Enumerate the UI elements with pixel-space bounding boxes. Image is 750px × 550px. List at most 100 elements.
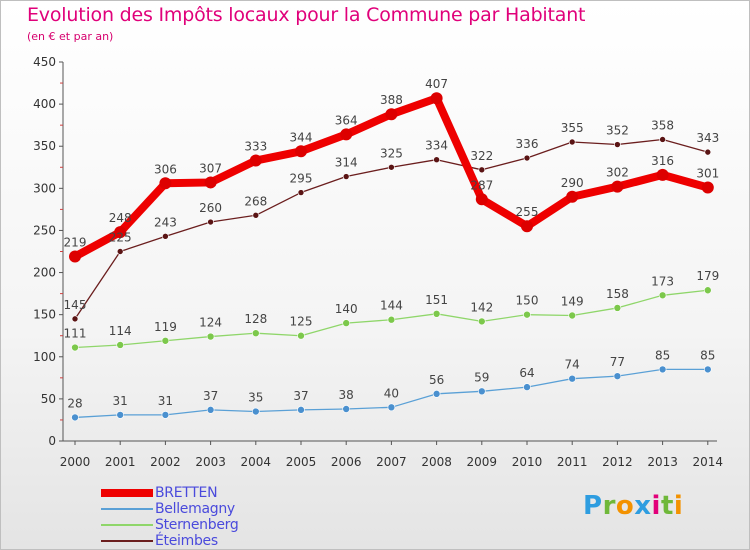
data-label-bretten: 219 [64,236,87,250]
y-tick-label: 50 [41,392,56,406]
data-label-bretten: 307 [199,161,222,175]
data-label-bellemagny: 31 [158,394,173,408]
data-label-bellemagny: 37 [293,389,308,403]
data-point-eteimbes [71,315,79,323]
data-label-bellemagny: 59 [474,370,489,384]
data-point-bretten [656,168,669,181]
data-label-eteimbes: 295 [290,172,313,186]
data-label-bretten: 333 [244,140,267,154]
legend-label-sternenberg: Sternenberg [155,517,239,533]
data-label-eteimbes: 322 [470,149,493,163]
data-point-bretten [249,154,262,167]
data-point-eteimbes [614,141,621,148]
data-point-bretten [475,193,488,206]
y-tick-label: 300 [33,181,56,195]
x-tick-label: 2003 [195,455,226,469]
data-point-bretten [430,92,443,105]
data-label-eteimbes: 145 [64,298,87,312]
data-point-bellemagny [71,413,79,422]
y-tick-label: 150 [33,308,56,322]
data-label-bellemagny: 56 [429,373,444,387]
data-point-sternenberg [71,343,79,352]
data-point-eteimbes [162,233,169,240]
x-tick-label: 2013 [647,455,678,469]
data-label-sternenberg: 149 [561,295,584,309]
data-point-sternenberg [658,291,667,300]
data-point-eteimbes [297,189,305,196]
logo-letter: P [583,491,603,521]
data-label-bretten: 301 [696,166,719,180]
data-label-bellemagny: 38 [339,388,354,402]
data-point-bretten [204,176,217,189]
data-label-sternenberg: 158 [606,287,629,301]
legend-swatch-sternenberg [101,524,153,526]
data-point-sternenberg [161,336,170,345]
data-point-sternenberg [432,310,441,318]
data-point-eteimbes [659,136,666,143]
x-tick-label: 2011 [557,455,588,469]
data-label-bretten: 364 [335,113,358,127]
data-label-eteimbes: 268 [244,194,267,208]
data-label-bellemagny: 28 [67,396,82,410]
legend-label-bretten: BRETTEN [155,485,218,501]
data-label-sternenberg: 124 [199,316,222,330]
data-label-eteimbes: 225 [109,231,132,245]
data-label-sternenberg: 119 [154,320,177,334]
data-label-bretten: 344 [290,130,313,144]
data-label-eteimbes: 343 [696,131,719,145]
x-tick-label: 2002 [150,455,181,469]
x-tick-label: 2004 [241,455,272,469]
y-tick-label: 100 [33,350,56,364]
data-point-bellemagny [387,403,396,412]
data-point-eteimbes [116,248,124,255]
data-label-eteimbes: 243 [154,215,177,229]
data-point-eteimbes [207,218,214,226]
x-tick-label: 2014 [693,455,724,469]
data-label-sternenberg: 114 [109,324,132,338]
data-point-bellemagny [252,407,260,416]
x-tick-label: 2007 [376,455,407,469]
data-label-bretten: 306 [154,162,177,176]
data-point-sternenberg [252,329,260,337]
data-point-bellemagny [342,405,351,413]
data-label-bellemagny: 77 [610,355,625,369]
data-label-bellemagny: 74 [565,358,580,372]
data-point-eteimbes [568,138,576,146]
data-point-bellemagny [703,365,712,374]
y-tick-label: 0 [48,434,56,448]
x-tick-label: 2010 [512,455,543,469]
y-tick-label: 350 [33,139,56,153]
data-point-sternenberg [387,315,396,324]
data-label-bretten: 407 [425,77,448,91]
legend-swatch-bretten [101,489,153,497]
data-label-bellemagny: 85 [700,348,715,362]
data-point-sternenberg [477,317,486,326]
data-point-eteimbes [252,211,260,219]
y-tick-label: 450 [33,55,56,69]
data-label-bellemagny: 85 [655,348,670,362]
data-label-eteimbes: 352 [606,124,629,138]
data-point-sternenberg [703,286,712,295]
data-point-bretten [611,180,624,193]
data-point-bretten [521,220,533,233]
data-label-bellemagny: 31 [113,394,128,408]
data-point-sternenberg [568,311,577,320]
data-point-bretten [340,128,353,141]
data-label-sternenberg: 125 [290,315,313,329]
data-label-bellemagny: 64 [519,366,534,380]
data-point-bellemagny [568,374,577,383]
data-point-bretten [701,181,714,194]
x-tick-label: 2001 [105,455,136,469]
legend-label-eteimbes: Éteimbes [155,533,218,549]
data-label-sternenberg: 150 [516,294,539,308]
data-point-sternenberg [523,310,531,319]
data-label-bretten: 302 [606,166,629,180]
data-label-bretten: 248 [109,211,132,225]
x-tick-label: 2009 [467,455,498,469]
data-point-sternenberg [116,341,124,349]
data-point-bretten [69,250,81,263]
data-label-sternenberg: 142 [470,300,493,314]
data-label-eteimbes: 325 [380,146,403,160]
